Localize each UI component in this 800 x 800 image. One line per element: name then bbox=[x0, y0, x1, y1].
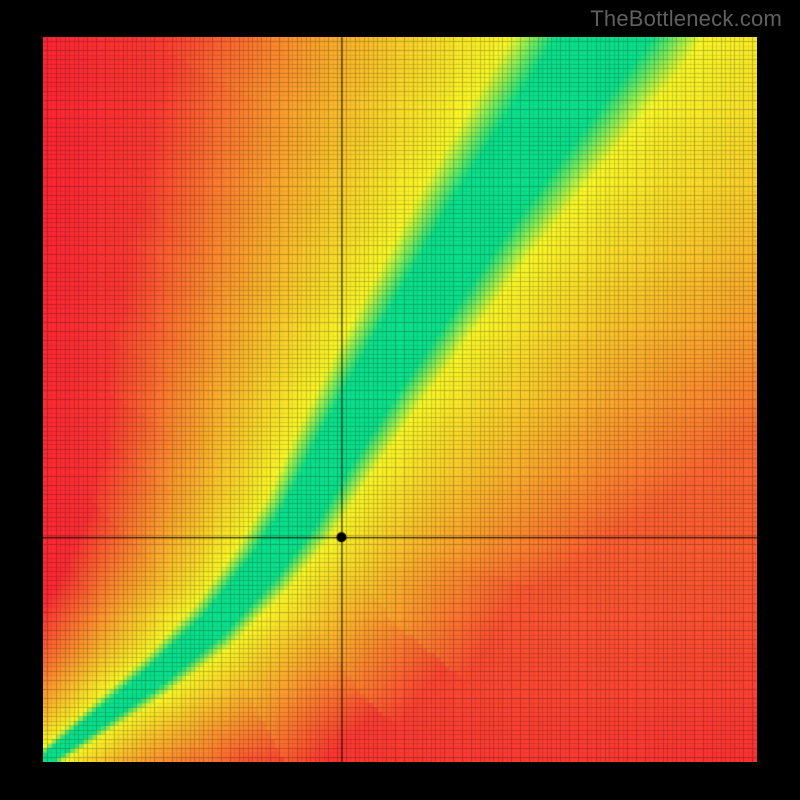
watermark-text: TheBottleneck.com bbox=[590, 6, 782, 32]
chart-container: TheBottleneck.com bbox=[0, 0, 800, 800]
heatmap-canvas bbox=[43, 37, 757, 762]
plot-area bbox=[43, 37, 757, 762]
